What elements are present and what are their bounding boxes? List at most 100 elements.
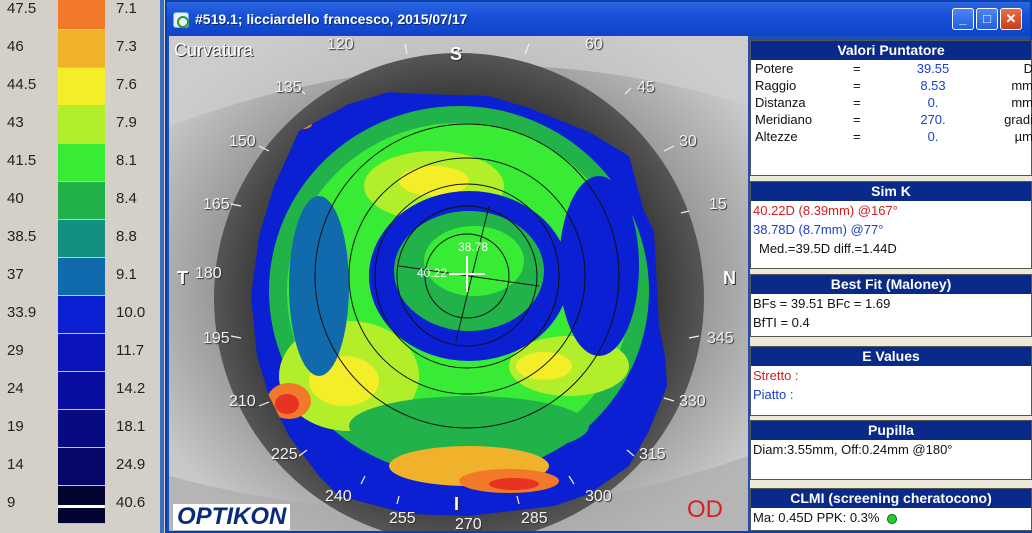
scale-swatch (58, 220, 105, 258)
evalues-section: E Values Stretto : Piatto : (750, 346, 1032, 416)
clmi-values: Ma: 0.45D PPK: 0.3% (753, 510, 880, 525)
pointer-equals: = (853, 61, 861, 76)
scale-row: 47.5 7.1 (0, 0, 160, 30)
clmi-line: Ma: 0.45D PPK: 0.3% (753, 508, 1031, 527)
bestfit-line1: BFs = 39.51 BFc = 1.69 (753, 296, 891, 311)
pointer-label: Raggio (755, 78, 797, 93)
curvature-map[interactable]: Curvatura S I T N 120 60 135 45 150 30 1… (169, 36, 748, 531)
meridian-label: 225 (271, 446, 298, 463)
pointer-unit: µm (1014, 129, 1032, 144)
app-icon[interactable] (173, 12, 189, 28)
meridian-label: 15 (709, 196, 727, 213)
inferior-marker: I (454, 494, 460, 514)
pointer-equals: = (853, 95, 861, 110)
scale-swatch (58, 144, 105, 182)
scale-swatch (58, 30, 105, 68)
scale-row: 24 14.2 (0, 372, 160, 410)
optikon-logo: OPTIKON (173, 504, 291, 530)
meridian-label: 60 (585, 36, 603, 53)
scale-radius: 14.2 (116, 380, 146, 397)
bestfit-line2: BfTI = 0.4 (753, 315, 810, 330)
pointer-value: 0. (927, 95, 939, 110)
bestfit-section: Best Fit (Maloney) BFs = 39.51 BFc = 1.6… (750, 274, 1032, 337)
pointer-values-title: Valori Puntatore (751, 41, 1031, 60)
scale-swatch (58, 0, 105, 30)
scale-row: 29 11.7 (0, 334, 160, 372)
scale-radius: 10.0 (116, 304, 146, 321)
scale-row: 40 8.4 (0, 182, 160, 220)
pointer-row: Altezze = 0. µm (753, 128, 1032, 145)
pointer-value: 0. (927, 129, 939, 144)
topography-window: #519.1; licciardello francesco, 2015/07/… (165, 0, 1032, 533)
scale-row: 14 24.9 (0, 448, 160, 486)
info-panel: Valori Puntatore Potere = 39.55 D Raggio = 8.5… (750, 40, 1032, 531)
scale-swatch (58, 68, 105, 106)
meridian-label: 150 (229, 133, 256, 150)
scale-diopters: 29 (7, 342, 24, 359)
scale-radius: 7.3 (116, 38, 137, 55)
meridian-label: 120 (327, 36, 354, 53)
pupilla-section: Pupilla Diam:3.55mm, Off:0.24mm @180° (750, 420, 1032, 480)
status-indicator-icon (887, 513, 898, 524)
simk-k1: 40.22D (8.39mm) @167° (753, 203, 898, 218)
simk-title: Sim K (751, 182, 1031, 201)
scale-radius: 11.7 (116, 342, 145, 359)
scale-diopters: 41.5 (7, 152, 37, 169)
pointer-row: Meridiano = 270. gradi (753, 111, 1032, 128)
scale-diopters: 9 (7, 494, 16, 511)
scale-radius: 7.1 (116, 0, 137, 17)
scale-diopters: 33.9 (7, 304, 37, 321)
pointer-label: Meridiano (755, 112, 813, 127)
meridian-label: 300 (585, 488, 612, 505)
pupilla-title: Pupilla (751, 421, 1031, 440)
clmi-section: CLMI (screening cheratocono) Ma: 0.45D P… (750, 488, 1032, 531)
meridian-label: 30 (679, 133, 697, 150)
scale-radius: 8.1 (116, 152, 137, 169)
pointer-label: Distanza (755, 95, 806, 110)
pointer-unit: D (1023, 61, 1032, 76)
pointer-unit: gradi (1004, 112, 1032, 127)
meridian-label: 285 (521, 510, 548, 527)
scale-swatch (58, 296, 105, 334)
meridian-label: 165 (203, 196, 230, 213)
pointer-row: Potere = 39.55 D (753, 60, 1032, 77)
pointer-equals: = (853, 78, 861, 93)
scale-diopters: 44.5 (7, 76, 37, 93)
scale-diopters: 37 (7, 266, 24, 283)
simk-k2: 38.78D (8.7mm) @77° (753, 222, 884, 237)
meridian-label: 255 (389, 510, 416, 527)
scale-diopters: 14 (7, 456, 24, 473)
evalues-piatto: Piatto : (753, 387, 794, 402)
scale-radius: 7.6 (116, 76, 137, 93)
scale-swatch (58, 334, 105, 372)
scale-swatch (58, 372, 105, 410)
minimize-button[interactable]: _ (952, 8, 974, 30)
window-title: #519.1; licciardello francesco, 2015/07/… (195, 11, 468, 27)
title-bar[interactable]: #519.1; licciardello francesco, 2015/07/… (167, 2, 1030, 36)
meridian-label: 270 (455, 516, 482, 531)
close-button[interactable]: ✕ (1000, 8, 1022, 30)
nasal-marker: N (723, 268, 736, 288)
scale-swatch (58, 182, 105, 220)
color-scale: 47.5 7.1 46 7.3 44.5 7.6 43 7.9 41.5 8.1 40 8.4 38.5… (0, 0, 162, 533)
pointer-value: 270. (920, 112, 946, 127)
scale-row: 41.5 8.1 (0, 144, 160, 182)
bestfit-title: Best Fit (Maloney) (751, 275, 1031, 294)
scale-diopters: 19 (7, 418, 24, 435)
scale-diopters: 47.5 (7, 0, 37, 17)
scale-diopters: 38.5 (7, 228, 37, 245)
scale-radius: 9.1 (116, 266, 137, 283)
scale-diopters: 24 (7, 380, 24, 397)
simk-section: Sim K 40.22D (8.39mm) @167° 38.78D (8.7m… (750, 181, 1032, 269)
evalues-title: E Values (751, 347, 1031, 366)
meridian-label: 315 (639, 446, 666, 463)
scale-diopters: 40 (7, 190, 24, 207)
pointer-equals: = (853, 112, 861, 127)
simk-summary: Med.=39.5D diff.=1.44D (759, 241, 897, 256)
meridian-label: 345 (707, 330, 734, 347)
pointer-values-section: Valori Puntatore Potere = 39.55 D Raggio = 8.5… (750, 40, 1032, 176)
maximize-button[interactable]: □ (976, 8, 998, 30)
eye-label: OD (687, 496, 723, 523)
scale-row: 37 9.1 (0, 258, 160, 296)
meridian-label: 180 (195, 265, 222, 282)
